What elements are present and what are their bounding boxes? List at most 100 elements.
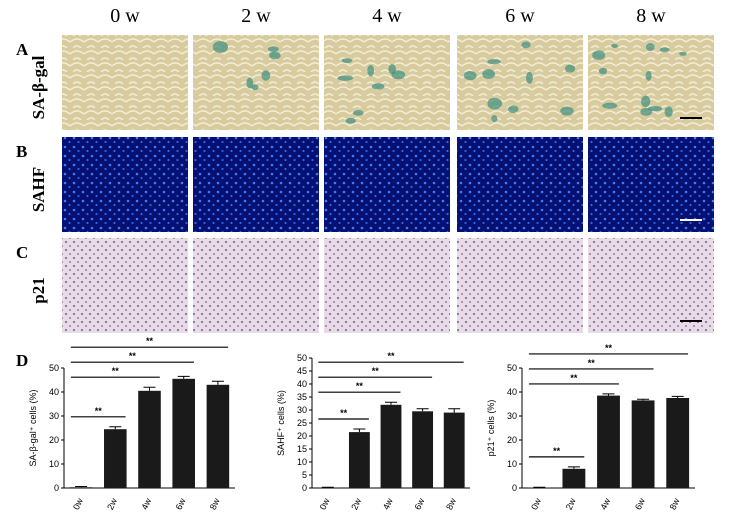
x-tick-label: 8w bbox=[444, 496, 458, 511]
significance-label: ** bbox=[95, 406, 103, 416]
row-label: SAHF bbox=[29, 167, 48, 212]
micrograph bbox=[457, 137, 583, 232]
stain bbox=[659, 47, 670, 53]
column-header: 0 w bbox=[110, 5, 140, 27]
x-tick-label: 0w bbox=[529, 496, 543, 511]
significance-label: ** bbox=[129, 351, 137, 361]
micrograph bbox=[324, 35, 450, 130]
stain bbox=[345, 117, 356, 124]
stain bbox=[664, 106, 673, 118]
column-header: 2 w bbox=[241, 5, 271, 27]
stain bbox=[212, 41, 229, 53]
row-label: SA-β-gal bbox=[29, 55, 48, 119]
bar bbox=[380, 404, 402, 488]
significance-label: ** bbox=[112, 366, 120, 376]
error-bar bbox=[567, 466, 580, 469]
y-tick-label: 40 bbox=[49, 387, 59, 397]
y-tick-label: 40 bbox=[297, 379, 307, 389]
stain bbox=[598, 67, 608, 75]
column-header: 4 w bbox=[372, 5, 402, 27]
y-tick-label: 0 bbox=[54, 483, 59, 493]
panel-letter: D bbox=[16, 351, 28, 370]
stain bbox=[592, 50, 606, 60]
bar bbox=[104, 429, 127, 488]
significance-label: ** bbox=[146, 336, 154, 346]
x-tick-label: 2w bbox=[564, 496, 578, 511]
stain bbox=[525, 71, 533, 84]
significance-label: ** bbox=[553, 446, 561, 456]
stain bbox=[564, 64, 576, 73]
row-label: p21 bbox=[29, 277, 48, 303]
bar-chart: 0 10 20 30 40 50 p21⁺ cells (%) 0w 2w 4w 6w 8w ** ** *… bbox=[486, 343, 695, 511]
y-tick-label: 0 bbox=[512, 483, 517, 493]
bar bbox=[172, 378, 195, 488]
column-header: 6 w bbox=[505, 5, 535, 27]
stain bbox=[267, 46, 279, 52]
y-tick-label: 50 bbox=[49, 363, 59, 373]
micrograph bbox=[588, 137, 714, 232]
y-tick-label: 10 bbox=[297, 457, 307, 467]
stain bbox=[391, 70, 406, 80]
micrograph bbox=[457, 35, 583, 130]
row-letter: A bbox=[16, 40, 29, 59]
stain bbox=[487, 97, 503, 110]
stain bbox=[261, 70, 271, 81]
x-tick-label: 2w bbox=[105, 496, 119, 511]
y-tick-label: 0 bbox=[302, 483, 307, 493]
error-bar bbox=[109, 426, 122, 430]
bar bbox=[597, 395, 620, 488]
y-tick-label: 45 bbox=[297, 366, 307, 376]
stain bbox=[611, 43, 618, 49]
stain bbox=[463, 70, 477, 81]
stain bbox=[647, 106, 663, 112]
bar bbox=[631, 400, 655, 488]
stain bbox=[487, 59, 501, 65]
stain bbox=[645, 70, 652, 81]
significance-label: ** bbox=[356, 381, 364, 391]
x-tick-label: 6w bbox=[633, 496, 647, 511]
bar bbox=[317, 487, 339, 488]
stain bbox=[640, 95, 651, 108]
bar bbox=[443, 412, 465, 488]
micrograph bbox=[62, 137, 188, 232]
stain bbox=[352, 109, 364, 116]
micrograph bbox=[193, 238, 319, 333]
significance-label: ** bbox=[588, 358, 596, 368]
x-tick-label: 4w bbox=[139, 496, 153, 511]
x-tick-label: 6w bbox=[412, 496, 426, 511]
y-tick-label: 10 bbox=[49, 459, 59, 469]
y-tick-label: 30 bbox=[507, 411, 517, 421]
error-bar bbox=[637, 398, 650, 401]
significance-label: ** bbox=[340, 408, 348, 418]
bar bbox=[348, 432, 370, 488]
bar bbox=[562, 468, 586, 488]
y-tick-label: 50 bbox=[507, 363, 517, 373]
y-tick-label: 35 bbox=[297, 392, 307, 402]
error-bar bbox=[75, 486, 88, 488]
micrograph bbox=[62, 238, 188, 333]
y-tick-label: 15 bbox=[297, 444, 307, 454]
error-bar bbox=[211, 380, 224, 385]
bar bbox=[138, 390, 161, 488]
micrograph bbox=[62, 35, 188, 130]
stain bbox=[602, 102, 618, 109]
y-tick-label: 30 bbox=[49, 411, 59, 421]
x-tick-label: 8w bbox=[668, 496, 682, 511]
y-tick-label: 30 bbox=[297, 405, 307, 415]
y-tick-label: 5 bbox=[302, 470, 307, 480]
micrograph bbox=[193, 137, 319, 232]
significance-label: ** bbox=[570, 373, 578, 383]
bar-chart: 0 10 20 30 40 50 SA-β-gal⁺ cells (%) 0w 2w 4w 6w 8w… bbox=[28, 336, 235, 511]
micrograph bbox=[324, 238, 450, 333]
x-tick-label: 4w bbox=[598, 496, 612, 511]
x-tick-label: 6w bbox=[174, 496, 188, 511]
stain bbox=[251, 84, 259, 91]
bar bbox=[666, 398, 690, 488]
error-bar bbox=[385, 401, 397, 405]
stain bbox=[491, 115, 498, 122]
x-tick-label: 2w bbox=[349, 496, 363, 511]
stain bbox=[508, 105, 519, 113]
stain bbox=[246, 77, 254, 89]
